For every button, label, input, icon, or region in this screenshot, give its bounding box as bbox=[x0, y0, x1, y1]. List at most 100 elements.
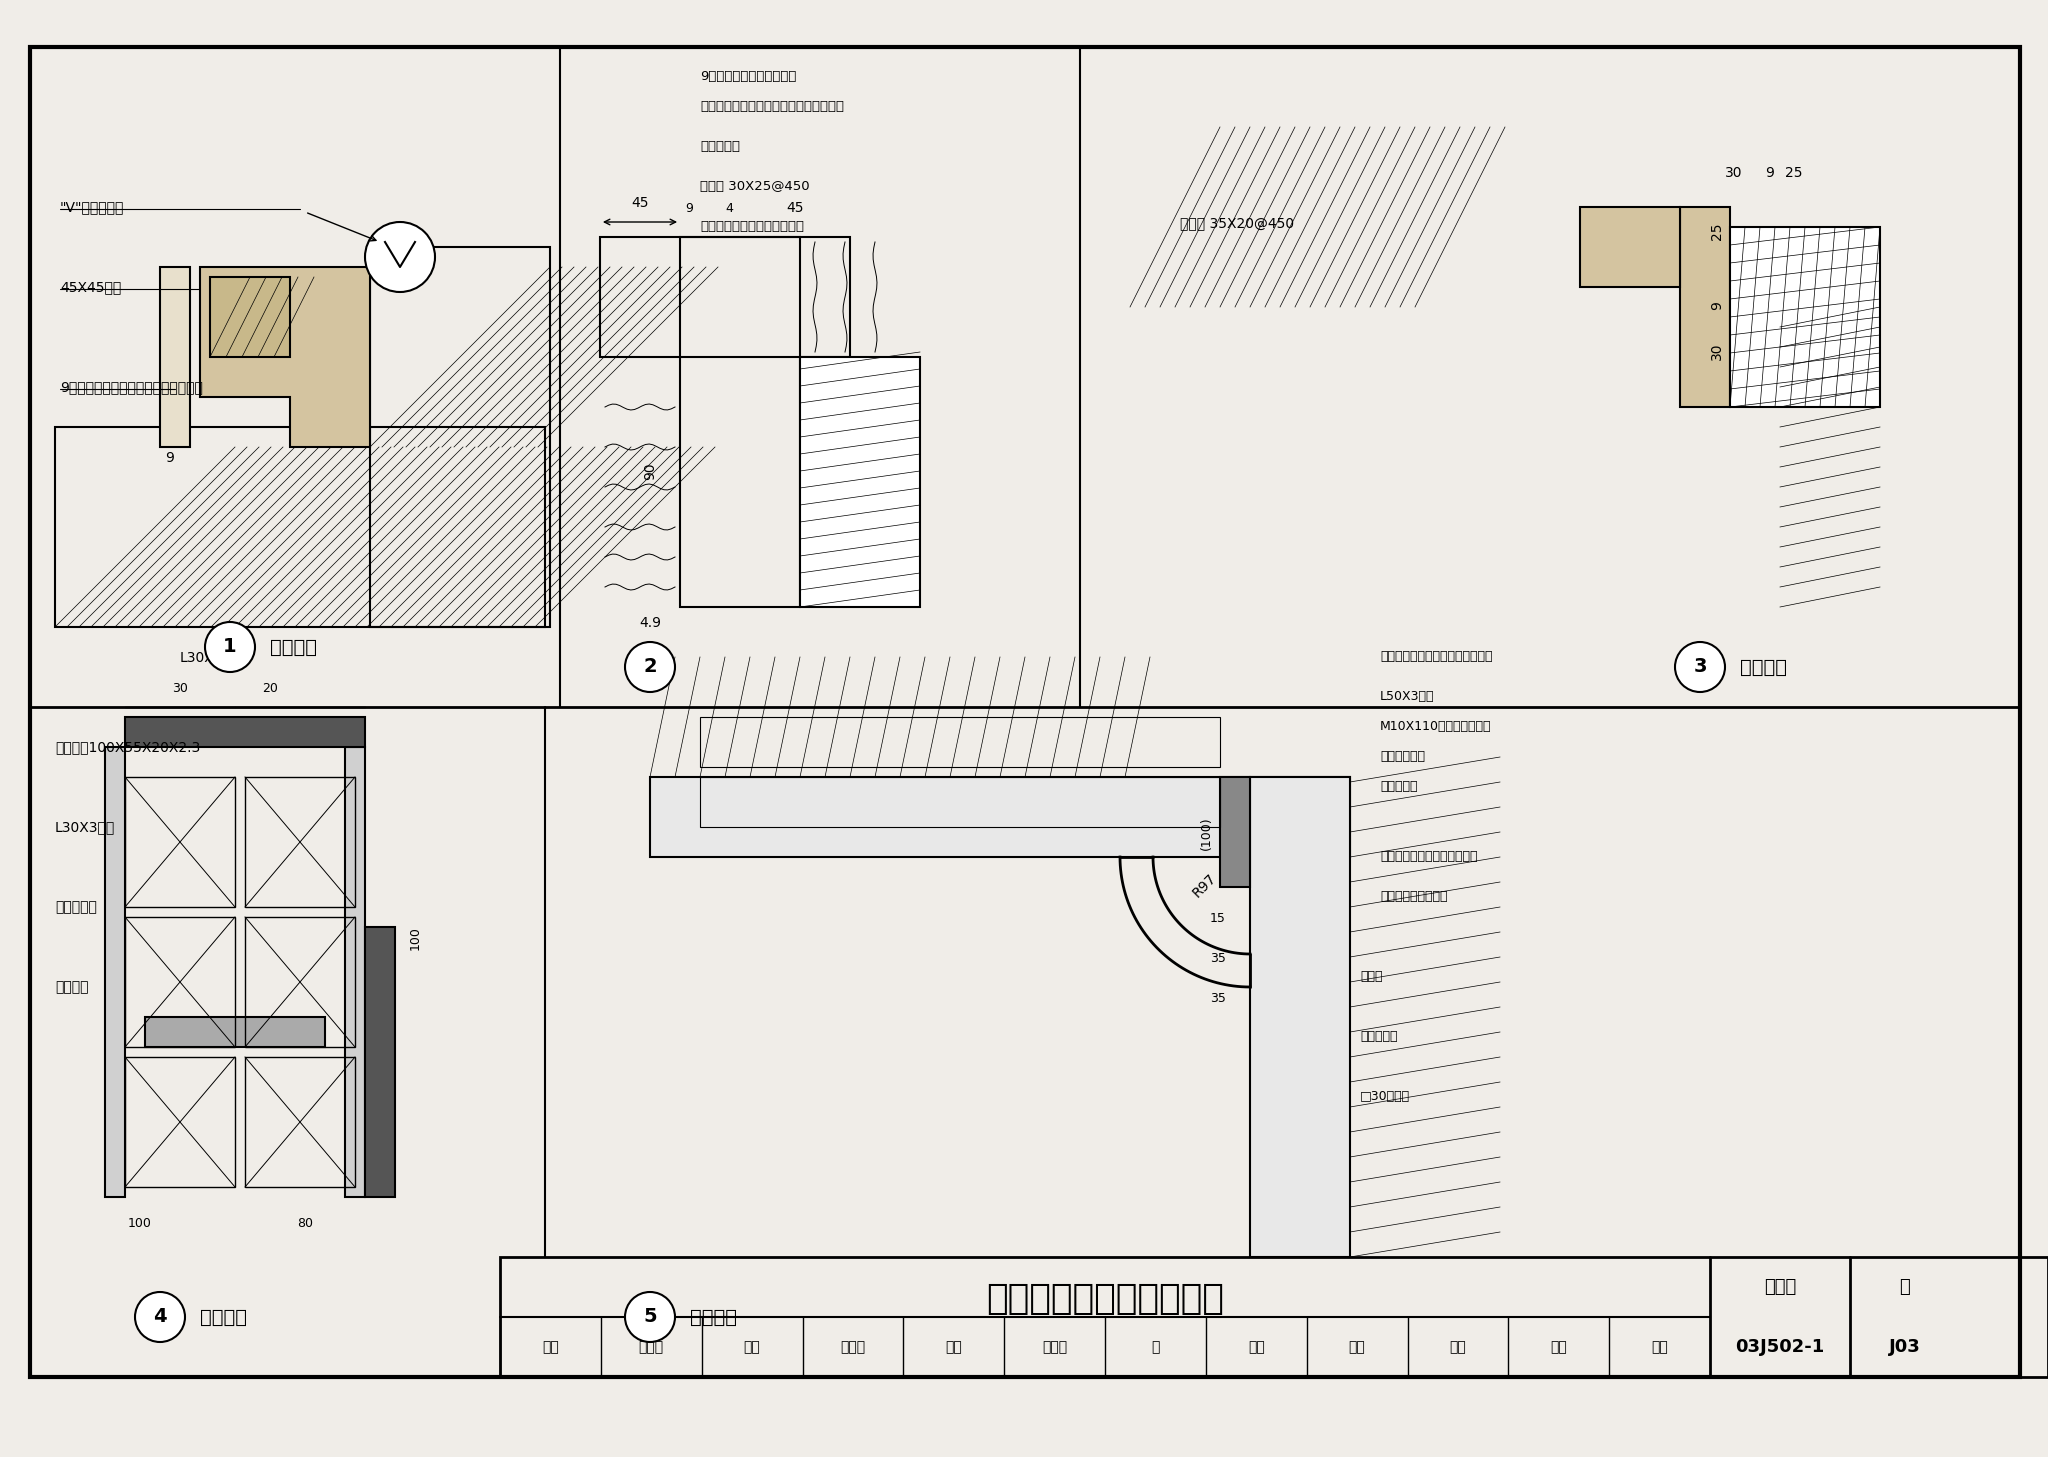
Bar bbox=[211, 277, 291, 357]
Text: 9厚柳桉木胶合板砌基清漆: 9厚柳桉木胶合板砌基清漆 bbox=[700, 70, 797, 83]
Text: 页: 页 bbox=[1901, 1278, 1911, 1295]
Text: 木龙骨 35X20@450: 木龙骨 35X20@450 bbox=[1180, 216, 1294, 230]
Text: 4: 4 bbox=[725, 203, 733, 216]
Text: 邦肇: 邦肇 bbox=[1247, 1340, 1264, 1354]
Text: 9厚柳桉木胶合板饰面或木刨同材贴面: 9厚柳桉木胶合板饰面或木刨同材贴面 bbox=[59, 380, 203, 393]
Text: 图集号: 图集号 bbox=[1763, 1278, 1796, 1295]
Bar bbox=[344, 747, 365, 1198]
Circle shape bbox=[135, 1292, 184, 1342]
Bar bbox=[1249, 777, 1350, 1257]
Bar bbox=[649, 777, 1350, 857]
Bar bbox=[55, 427, 545, 627]
Text: 90: 90 bbox=[643, 462, 657, 479]
Bar bbox=[500, 1257, 2048, 1377]
Bar bbox=[1679, 207, 1731, 407]
Bar bbox=[246, 777, 354, 908]
Bar bbox=[125, 1056, 236, 1187]
Text: L30X3角铁: L30X3角铁 bbox=[180, 650, 240, 664]
Text: 45: 45 bbox=[786, 201, 803, 216]
Text: "V"型切口平接: "V"型切口平接 bbox=[59, 200, 125, 214]
Bar bbox=[125, 916, 236, 1048]
Text: 1: 1 bbox=[223, 638, 238, 657]
Text: 金属墙板: 金属墙板 bbox=[55, 981, 88, 994]
Text: 金属护角: 金属护角 bbox=[201, 1307, 248, 1326]
Text: 35: 35 bbox=[1210, 951, 1227, 965]
Text: 45X45木方: 45X45木方 bbox=[59, 280, 121, 294]
Text: 20: 20 bbox=[262, 682, 279, 695]
Text: 9: 9 bbox=[684, 203, 692, 216]
Text: 100: 100 bbox=[408, 927, 422, 950]
Bar bbox=[600, 237, 850, 357]
Text: 朱爱霞: 朱爱霞 bbox=[1042, 1340, 1067, 1354]
Text: 饶良修: 饶良修 bbox=[639, 1340, 664, 1354]
Text: 80: 80 bbox=[297, 1217, 313, 1230]
Text: 细石混凝土块（尺寸见具体设计）: 细石混凝土块（尺寸见具体设计） bbox=[1380, 650, 1493, 663]
Text: 苏庆: 苏庆 bbox=[1450, 1340, 1466, 1354]
Text: 硅酮密封胶: 硅酮密封胶 bbox=[55, 900, 96, 914]
Bar bbox=[1579, 207, 1679, 287]
Bar bbox=[801, 357, 920, 608]
Bar bbox=[1731, 227, 1880, 407]
Bar bbox=[371, 248, 551, 627]
Text: 柳桉木饰面或木刨同材质贴面: 柳桉木饰面或木刨同材质贴面 bbox=[700, 220, 805, 233]
Text: L50X3角铁: L50X3角铁 bbox=[1380, 691, 1434, 704]
Text: 超细玻璃棉: 超细玻璃棉 bbox=[1360, 1030, 1397, 1043]
Text: 35: 35 bbox=[1210, 992, 1227, 1005]
Circle shape bbox=[1675, 643, 1724, 692]
Text: 4: 4 bbox=[154, 1307, 166, 1326]
Bar bbox=[125, 777, 236, 908]
Text: 9: 9 bbox=[1710, 302, 1724, 310]
Text: 25: 25 bbox=[1710, 223, 1724, 240]
Text: L30X3角铁: L30X3角铁 bbox=[55, 820, 115, 833]
Text: 轻钢龙骨100X55X20X2.3: 轻钢龙骨100X55X20X2.3 bbox=[55, 740, 201, 755]
Bar bbox=[680, 237, 801, 608]
Text: （或油性调和漆）饰面或木刨同材质贴面: （或油性调和漆）饰面或木刨同材质贴面 bbox=[700, 101, 844, 114]
Circle shape bbox=[625, 1292, 676, 1342]
Text: 4.9: 4.9 bbox=[639, 616, 662, 629]
Text: 设计: 设计 bbox=[1350, 1340, 1366, 1354]
Text: 木作护角: 木作护角 bbox=[1741, 657, 1788, 676]
Circle shape bbox=[205, 622, 256, 672]
Bar bbox=[700, 777, 1221, 828]
Bar bbox=[246, 1056, 354, 1187]
Text: 金属护角: 金属护角 bbox=[690, 1307, 737, 1326]
Text: 100: 100 bbox=[129, 1217, 152, 1230]
Text: 各版: 各版 bbox=[1651, 1340, 1667, 1354]
Text: 高强自攻螺钉: 高强自攻螺钉 bbox=[1380, 750, 1425, 763]
Text: 30: 30 bbox=[1724, 166, 1743, 181]
Text: 铝铆钉: 铝铆钉 bbox=[1360, 970, 1382, 983]
Bar bbox=[1221, 777, 1249, 887]
Circle shape bbox=[625, 643, 676, 692]
Text: 9: 9 bbox=[166, 452, 174, 465]
Text: M10X110不锈钢膨胀螺丝: M10X110不锈钢膨胀螺丝 bbox=[1380, 721, 1491, 733]
Text: 绘人: 绘人 bbox=[743, 1340, 760, 1354]
Text: 5: 5 bbox=[643, 1307, 657, 1326]
Text: 45: 45 bbox=[631, 197, 649, 210]
Polygon shape bbox=[125, 717, 365, 747]
Text: 9: 9 bbox=[1765, 166, 1774, 181]
Text: 25: 25 bbox=[1786, 166, 1802, 181]
Text: 准: 准 bbox=[1151, 1340, 1159, 1354]
Text: 木作护角: 木作护角 bbox=[270, 638, 317, 657]
Text: 2: 2 bbox=[643, 657, 657, 676]
Text: 饶从平: 饶从平 bbox=[840, 1340, 866, 1354]
Text: 30: 30 bbox=[1710, 342, 1724, 360]
Bar bbox=[246, 916, 354, 1048]
Text: 3: 3 bbox=[1694, 657, 1706, 676]
Text: R97: R97 bbox=[1190, 871, 1219, 900]
Text: 03J502-1: 03J502-1 bbox=[1735, 1338, 1825, 1356]
Bar bbox=[104, 747, 125, 1198]
Text: 15: 15 bbox=[1210, 912, 1227, 925]
Text: □30钢方通: □30钢方通 bbox=[1360, 1090, 1411, 1103]
Polygon shape bbox=[365, 927, 395, 1198]
Text: 校对: 校对 bbox=[946, 1340, 963, 1354]
Text: 混凝土墙体: 混凝土墙体 bbox=[700, 140, 739, 153]
Circle shape bbox=[365, 221, 434, 291]
Text: 铝复合板或铝幕墙板: 铝复合板或铝幕墙板 bbox=[1380, 890, 1448, 903]
Text: (100): (100) bbox=[1200, 816, 1212, 849]
Polygon shape bbox=[201, 267, 371, 447]
Bar bbox=[160, 267, 190, 447]
Bar bbox=[145, 1017, 326, 1048]
Text: 木龙骨 30X25@450: 木龙骨 30X25@450 bbox=[700, 181, 809, 194]
Text: 审核: 审核 bbox=[543, 1340, 559, 1354]
